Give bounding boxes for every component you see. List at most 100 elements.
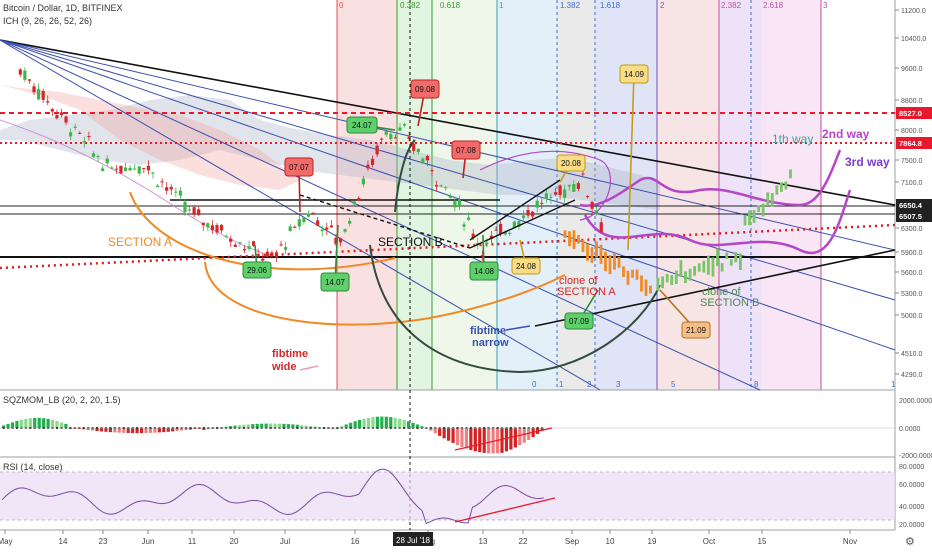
- candle-body: [151, 172, 155, 174]
- candle-body: [421, 158, 425, 164]
- clone-candle-a: [622, 266, 625, 278]
- fib-time-top-label: 1.382: [560, 1, 581, 10]
- sqz-bar: [406, 421, 411, 428]
- fibtime-narrow-line2: narrow: [472, 337, 509, 349]
- clone-candle-b: [693, 266, 697, 276]
- candle-body: [535, 200, 539, 208]
- price-badge-label: 6650.4: [899, 201, 923, 210]
- candle-body: [41, 91, 45, 100]
- date-bubble: [564, 312, 594, 330]
- candle-body: [297, 219, 301, 227]
- price-badge-label: 8527.0: [899, 109, 922, 118]
- clone-candle-a: [644, 279, 648, 296]
- sqz-bar: [95, 428, 99, 431]
- fib-time-bottom-label: 1: [559, 380, 564, 389]
- date-bubble: [242, 261, 272, 279]
- rising-support-line: [534, 249, 896, 327]
- candle-body: [499, 223, 503, 234]
- candle-body: [471, 233, 475, 239]
- candle-body: [334, 237, 338, 245]
- sqz-tick-label: 2000.0000: [899, 398, 932, 405]
- candle-body: [238, 242, 242, 244]
- sqz-bar: [438, 428, 442, 436]
- candle-body: [576, 183, 580, 189]
- candle-body: [169, 186, 173, 190]
- clone-candle-a: [590, 247, 594, 263]
- sqz-bar: [50, 419, 55, 428]
- sqz-bar: [371, 417, 375, 428]
- date-bubble-label: 14.09: [624, 70, 645, 79]
- date-bubble: [556, 154, 586, 172]
- time-cursor-label: 28 Jul '18: [396, 536, 431, 545]
- candle-body: [453, 201, 457, 208]
- sqz-bar: [233, 425, 237, 428]
- candle-body: [36, 89, 41, 100]
- candle-body: [224, 236, 228, 238]
- candle-body: [517, 220, 521, 227]
- price-tick-label: 5300.0: [901, 291, 923, 298]
- sqz-bar: [451, 428, 455, 443]
- ichimoku-cloud: [0, 85, 660, 210]
- candle-body: [69, 132, 73, 137]
- sqz-bar: [286, 424, 290, 428]
- fib-time-bottom-labels: 0 1 2 3 5 8 1: [532, 380, 896, 389]
- sqz-bar: [10, 422, 15, 428]
- candle-body: [325, 227, 329, 230]
- time-tick-label: 23: [99, 537, 108, 546]
- sqz-bar: [135, 428, 139, 434]
- rsi-tick-label: 20.0000: [899, 522, 924, 529]
- candle-body: [476, 242, 480, 244]
- candle-body: [348, 220, 352, 224]
- sqz-bar: [384, 416, 388, 428]
- time-tick-label: 15: [758, 537, 767, 546]
- candle-body: [105, 158, 109, 164]
- candle-body: [82, 141, 86, 143]
- fib-time-top-label: 2: [660, 1, 665, 10]
- candle-body: [398, 127, 402, 131]
- sqz-bar: [366, 417, 371, 428]
- candle-body: [215, 225, 219, 233]
- sqz-bar: [473, 428, 477, 452]
- time-axis[interactable]: May1423Jun1120Jul16Aug1322Sep1019Oct15No…: [0, 530, 857, 546]
- time-tick-label: Oct: [703, 537, 716, 546]
- clone-candle-b: [757, 205, 761, 213]
- candle-body: [462, 224, 466, 227]
- candle-body: [78, 132, 82, 134]
- candle-body: [187, 209, 192, 211]
- sqz-axis: 2000.0000 0.0000 -2000.0000: [899, 398, 932, 460]
- clone-candle-b: [702, 260, 706, 273]
- sqz-bar: [504, 428, 509, 452]
- sqz-bar: [455, 428, 460, 446]
- way2-label: 2nd way: [822, 127, 870, 141]
- date-bubbles: 07.07 09.08 07.08 14.09 20.08 24.08 24.07 29.06…: [242, 64, 711, 339]
- candle-body: [595, 211, 599, 215]
- date-bubble-label: 14.07: [325, 278, 346, 287]
- sqz-tick-label: -2000.0000: [899, 453, 932, 460]
- candle-body: [439, 185, 443, 187]
- clone-candle-b: [670, 275, 674, 286]
- time-tick-label: 10: [606, 537, 615, 546]
- sqz-divergence-line: [454, 427, 553, 451]
- candle-body: [279, 244, 283, 246]
- sqz-bar: [46, 418, 50, 428]
- clone-candle-b: [716, 248, 719, 267]
- date-bubble-label: 09.08: [415, 85, 436, 94]
- candle-body: [247, 246, 251, 249]
- fib-time-bottom-label: 1: [891, 380, 896, 389]
- candle-body: [480, 255, 484, 257]
- sqz-bar: [380, 416, 384, 428]
- date-bubble-label: 14.08: [474, 267, 495, 276]
- clone-candle-b: [706, 255, 710, 275]
- clone-candle-b: [725, 252, 729, 259]
- sqz-bar: [509, 428, 513, 450]
- fib-time-top-labels: 0 0.382 0.618 1 1.382 1.618 2 2.382 2.618 3: [339, 1, 828, 10]
- gear-icon[interactable]: ⚙: [905, 536, 915, 548]
- candles-group: [18, 67, 603, 265]
- sqz-bar: [153, 428, 157, 433]
- candle-body: [393, 137, 398, 139]
- price-tick-label: 8800.0: [901, 98, 923, 105]
- sqz-bar: [304, 425, 308, 428]
- sqz-bar: [513, 428, 517, 448]
- candle-body: [444, 187, 448, 189]
